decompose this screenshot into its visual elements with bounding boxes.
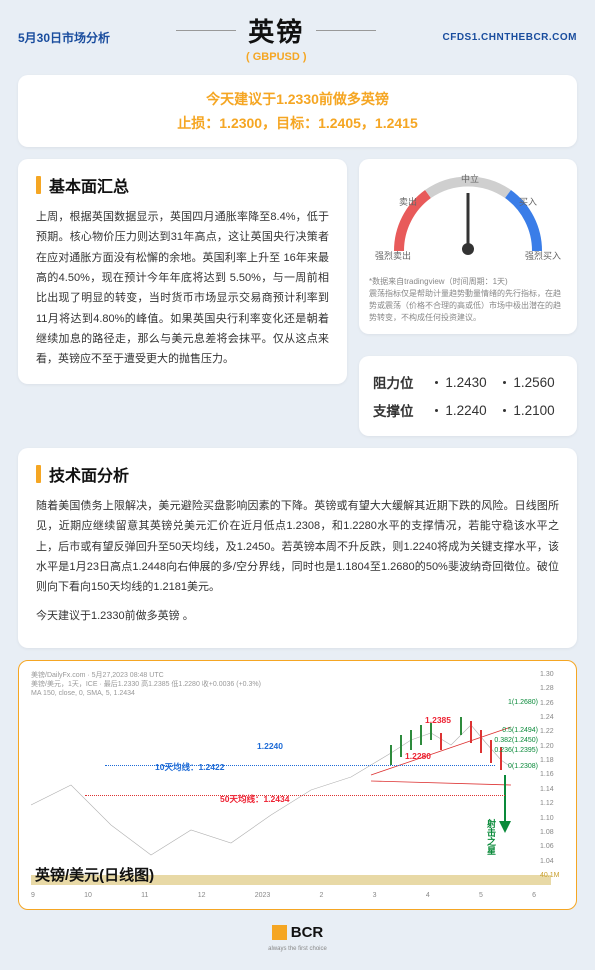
resistance-2: 1.2560 <box>513 375 554 390</box>
anno-1-2280: 1.2280 <box>405 751 431 761</box>
x-axis: 91011 1220232 345 6 <box>31 892 536 899</box>
header: 5月30日市场分析 英镑 ( GBPUSD ) CFDS1.CHNTHEBCR.… <box>18 12 577 63</box>
gauge-buy: 买入 <box>519 195 537 208</box>
y-axis: 1.301.281.26 1.241.221.20 1.181.161.14 1… <box>540 671 568 879</box>
source-url: CFDS1.CHNTHEBCR.COM <box>443 32 578 43</box>
support-label: 支撑位 <box>373 400 427 420</box>
price-chart: 美镑/DailyFx.com · 5月27,2023 08:48 UTC 美镑/… <box>25 667 570 903</box>
levels-card: 阻力位 1.2430 1.2560 支撑位 1.2240 1.2100 <box>359 356 577 436</box>
gauge-source: *数据来自tradingview（时间周期：1天) <box>369 276 567 288</box>
rec-line-1: 今天建议于1.2330前做多英镑 <box>36 89 559 109</box>
support-2: 1.2100 <box>513 403 554 418</box>
gauge-strong-buy: 强烈买入 <box>525 249 561 262</box>
support-1: 1.2240 <box>445 403 486 418</box>
support-row: 支撑位 1.2240 1.2100 <box>373 396 563 424</box>
anno-ma10: 10天均线：1.2422 <box>155 761 224 773</box>
chart-card: 美镑/DailyFx.com · 5月27,2023 08:48 UTC 美镑/… <box>18 660 577 910</box>
brand-text: BCR <box>291 924 324 941</box>
resistance-1: 1.2430 <box>445 375 486 390</box>
fundamental-title: 基本面汇总 <box>36 173 329 197</box>
anno-1-2240: 1.2240 <box>257 741 283 751</box>
fib-50: 0.5(1.2494) <box>502 727 538 734</box>
chart-title: 英镑/美元(日线图) <box>35 864 154 885</box>
logo-icon <box>272 925 287 940</box>
technical-title: 技术面分析 <box>36 462 559 486</box>
fib-382: 0.382(1.2450) <box>494 737 538 744</box>
fib-100: 1(1.2680) <box>508 699 538 706</box>
brand-tagline: always the first choice <box>18 946 577 952</box>
gauge-card: 中立 卖出 买入 强烈卖出 强烈买入 *数据来自tradingview（时间周期… <box>359 159 577 334</box>
page-title: 英镑 <box>248 12 304 49</box>
rec-line-2: 止损：1.2300，目标：1.2405，1.2415 <box>36 113 559 133</box>
technical-card: 技术面分析 随着美国债务上限解决，美元避险买盘影响因素的下降。英镑或有望大大缓解… <box>18 448 577 648</box>
anno-ma50: 50天均线：1.2434 <box>220 793 289 805</box>
page-subtitle: ( GBPUSD ) <box>110 51 442 63</box>
fib-236: 0.236(1.2395) <box>494 747 538 754</box>
technical-p1: 随着美国债务上限解决，美元避险买盘影响因素的下降。英镑或有望大大缓解其近期下跌的… <box>36 496 559 598</box>
resistance-label: 阻力位 <box>373 372 427 392</box>
sentiment-gauge: 中立 卖出 买入 强烈卖出 强烈买入 <box>369 171 567 276</box>
footer: BCR always the first choice <box>18 910 577 970</box>
title-block: 英镑 ( GBPUSD ) <box>110 12 442 63</box>
recommendation-card: 今天建议于1.2330前做多英镑 止损：1.2300，目标：1.2405，1.2… <box>18 75 577 147</box>
date-label: 5月30日市场分析 <box>18 29 110 46</box>
gauge-disclaimer: 震荡指标仅是帮助计量趋势動量情绪的先行指标，在趋势或震荡（价格不合理的高或低）市… <box>369 288 567 324</box>
gauge-strong-sell: 强烈卖出 <box>375 249 411 262</box>
gauge-sell: 卖出 <box>399 195 417 208</box>
resistance-row: 阻力位 1.2430 1.2560 <box>373 368 563 396</box>
fib-0: 0(1.2308) <box>508 763 538 770</box>
technical-p2: 今天建议于1.2330前做多英镑 。 <box>36 606 559 626</box>
gauge-neutral: 中立 <box>461 172 479 185</box>
anno-shooting-star: 射击之星 <box>485 819 498 855</box>
anno-1-2385: 1.2385 <box>425 715 451 725</box>
brand-logo: BCR <box>272 924 324 941</box>
fundamental-card: 基本面汇总 上周，根据英国数据显示，英国四月通胀率降至8.4%，低于预期。核心物… <box>18 159 347 384</box>
fundamental-body: 上周，根据英国数据显示，英国四月通胀率降至8.4%，低于预期。核心物价压力则达到… <box>36 207 329 370</box>
